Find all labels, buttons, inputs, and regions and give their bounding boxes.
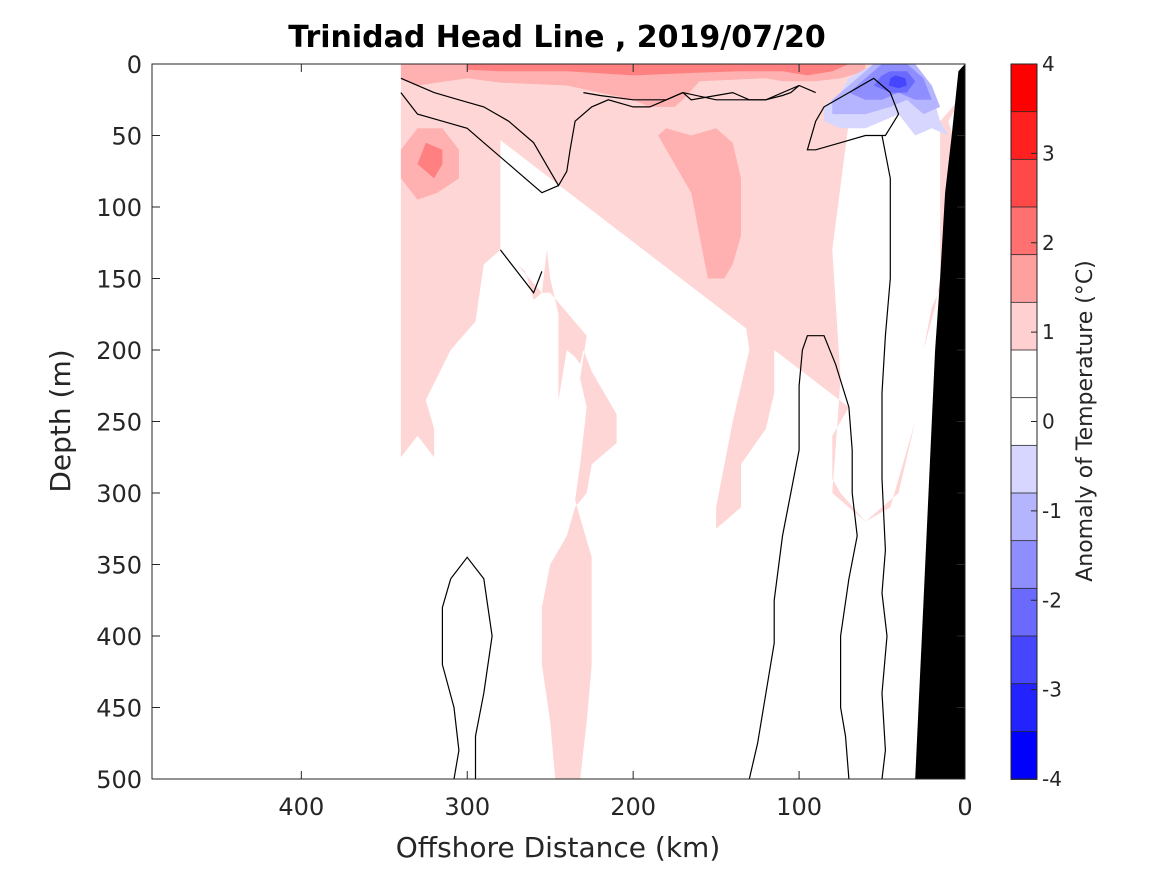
colorbar-tick-label: 2	[1042, 231, 1055, 255]
x-axis-label: Offshore Distance (km)	[396, 831, 721, 864]
zero-contour-line-7	[806, 77, 900, 151]
zero-contour-line-5	[748, 335, 858, 779]
colorbar: 4 3 2 1 0 -1 -2 -3 -4 Anomaly of Temperature (°C…	[1010, 52, 1098, 791]
plot-area	[151, 63, 966, 780]
colorbar-tick-label: 1	[1042, 320, 1055, 344]
colorbar-bin	[1010, 111, 1038, 161]
y-tick-label: 150	[96, 266, 142, 294]
x-tick-label: 200	[610, 793, 656, 821]
colorbar-bin	[1010, 540, 1038, 590]
zero-contour-line-3	[450, 556, 493, 779]
y-tick-label: 400	[96, 623, 142, 651]
zero-contour-layer	[400, 77, 900, 779]
zero-contour-line-6	[583, 84, 816, 101]
colorbar-tick-label: -3	[1042, 678, 1062, 702]
zero-contour-line-1	[400, 92, 559, 194]
y-tick-label: 0	[127, 51, 142, 79]
anomaly-region-5	[658, 128, 741, 279]
anomaly-region-2	[500, 249, 617, 779]
y-tick-label: 500	[96, 766, 142, 794]
y-tick-label: 350	[96, 552, 142, 580]
colorbar-bin	[1010, 730, 1038, 780]
x-tick-label: 400	[278, 793, 324, 821]
colorbar-bin	[1010, 444, 1038, 494]
colorbar-tick-label: -2	[1042, 588, 1062, 612]
colorbar-label: Anomaly of Temperature (°C)	[1073, 260, 1098, 582]
colorbar-bin	[1010, 63, 1038, 113]
colorbar-bin	[1010, 683, 1038, 733]
y-axis-label: Depth (m)	[44, 349, 77, 492]
anomaly-region-13	[888, 75, 907, 89]
x-tick-label: 0	[957, 793, 972, 821]
colorbar-bin	[1010, 492, 1038, 542]
seafloor-land	[915, 64, 965, 779]
y-tick-label: 250	[96, 409, 142, 437]
colorbar-tick-label: -4	[1042, 767, 1062, 791]
colorbar-bin	[1010, 587, 1038, 637]
colorbar-bin	[1010, 206, 1038, 256]
colorbar-bin	[1010, 349, 1038, 399]
colorbar-bin	[1010, 635, 1038, 685]
colorbar-tick-label: 0	[1042, 410, 1055, 434]
colorbar-tick-label: 3	[1042, 141, 1055, 165]
colorbar-tick-label: 4	[1042, 52, 1055, 76]
zero-contour-line-2	[499, 249, 543, 295]
chart-title: Trinidad Head Line , 2019/07/20	[288, 20, 825, 55]
anomaly-region-7	[417, 142, 443, 179]
y-tick-label: 50	[111, 123, 142, 151]
colorbar-bin	[1010, 254, 1038, 304]
colorbar-tick-label: -1	[1042, 499, 1062, 523]
anomaly-region-6	[400, 64, 866, 107]
x-axis: 400 300 200 100 0	[278, 64, 973, 821]
anomaly-region-8	[467, 64, 849, 76]
x-tick-label: 300	[444, 793, 490, 821]
y-tick-label: 200	[96, 337, 142, 365]
x-tick-label: 100	[776, 793, 822, 821]
zero-contour-line-8	[881, 135, 891, 779]
y-tick-label: 450	[96, 695, 142, 723]
y-tick-label: 300	[96, 480, 142, 508]
colorbar-ticks: 4 3 2 1 0 -1 -2 -3 -4	[1031, 52, 1062, 791]
colorbar-bin	[1010, 158, 1038, 208]
seafloor-land-layer	[915, 64, 965, 779]
anomaly-region-0	[400, 64, 965, 522]
colorbar-bin	[1010, 301, 1038, 351]
y-tick-label: 100	[96, 194, 142, 222]
y-axis: 0 50 100 150 200 250 300 350 400 450 500	[96, 51, 965, 794]
zero-contour-line-4	[441, 578, 460, 779]
